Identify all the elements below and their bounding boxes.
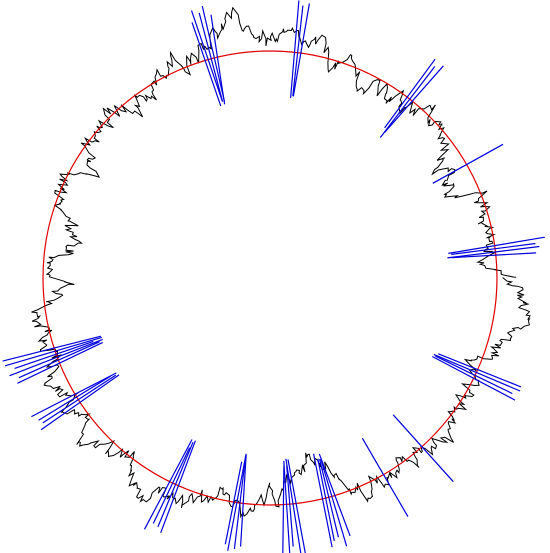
- crossing-line: [292, 3, 310, 97]
- crossing-line: [198, 12, 223, 101]
- crossing-line: [451, 242, 536, 255]
- crossing-line: [290, 0, 300, 99]
- crossing-line: [361, 437, 409, 517]
- crossing-line: [191, 22, 222, 107]
- crossing-line: [38, 375, 111, 421]
- crossing-line: [201, 5, 226, 102]
- crossing-line: [392, 414, 454, 483]
- crossing-line: [384, 58, 436, 129]
- crossing-line: [143, 439, 193, 530]
- crossing-line: [240, 453, 247, 547]
- reference-circle: [42, 50, 498, 506]
- crossing-line: [283, 460, 291, 553]
- crossing-line: [31, 372, 117, 418]
- crossing-line: [451, 252, 537, 259]
- crossing-line: [317, 458, 335, 542]
- crossing-line: [42, 374, 117, 424]
- crossing-line: [4, 336, 102, 367]
- crossing-line: [433, 353, 521, 392]
- crossing-line: [447, 245, 540, 259]
- crossing-line: [9, 338, 103, 377]
- crossing-line: [285, 458, 302, 553]
- crossing-line: [379, 66, 436, 138]
- crossing-line: [384, 65, 444, 133]
- crossing-line: [432, 143, 504, 184]
- crossing-line: [224, 461, 243, 545]
- crossing-line: [17, 341, 103, 384]
- crossing-line: [286, 465, 294, 547]
- crossing-line: [18, 341, 100, 379]
- crossing-line: [438, 353, 522, 388]
- crossing-line: [190, 10, 224, 102]
- crossing-line: [282, 465, 285, 553]
- crossing-line: [292, 5, 304, 97]
- crossing-line: [435, 355, 513, 395]
- crossing-line: [287, 459, 306, 553]
- crossing-line: [233, 463, 246, 549]
- crossing-line: [319, 459, 339, 538]
- crossing-line: [152, 447, 191, 524]
- crossing-line: [157, 441, 194, 528]
- crossing-line: [432, 355, 516, 401]
- crossing-line: [448, 236, 545, 254]
- crossing-line: [14, 340, 94, 369]
- crossing-line: [210, 14, 226, 105]
- crossing-line: [227, 454, 247, 551]
- crossing-line: [160, 440, 196, 534]
- crossing-line: [2, 335, 102, 362]
- crossing-line: [313, 453, 333, 548]
- crossing-line: [320, 458, 348, 547]
- crossing-line: [318, 453, 351, 537]
- crossing-line: [40, 374, 120, 431]
